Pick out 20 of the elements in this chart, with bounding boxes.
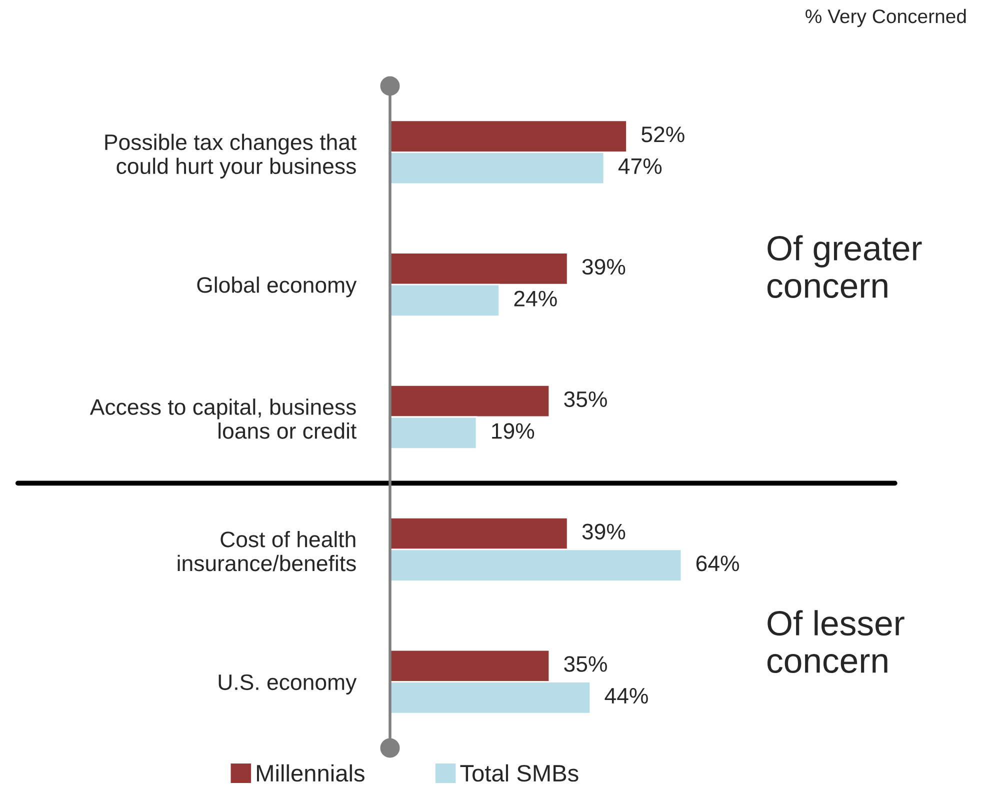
- data-label: 47%: [618, 158, 662, 174]
- y-tick-label: Cost of health insurance/benefits: [178, 530, 356, 572]
- data-label: 35%: [564, 656, 607, 672]
- data-label: 52%: [642, 126, 684, 142]
- data-label: 39%: [582, 524, 626, 540]
- legend-label: Total SMBs: [460, 764, 578, 782]
- y-tick-label: U.S. economy: [218, 674, 357, 694]
- y-tick-label: Access to capital, business loans or credit: [90, 398, 357, 439]
- data-label: 44%: [604, 688, 648, 704]
- data-label: 39%: [582, 258, 626, 275]
- data-label: 64%: [696, 556, 740, 572]
- text: % Very Concerned: [806, 8, 966, 28]
- y-tick-label: Global economy: [197, 276, 357, 298]
- y-tick-label: Possible tax changes that could hurt your business: [105, 134, 357, 178]
- data-label: 24%: [514, 290, 557, 306]
- data-label: 35%: [564, 391, 607, 408]
- text: Of greater concern: [767, 235, 922, 298]
- data-label: 19%: [492, 423, 534, 439]
- legend-label: Millennials: [257, 764, 364, 782]
- text: Of lesser concern: [767, 610, 904, 674]
